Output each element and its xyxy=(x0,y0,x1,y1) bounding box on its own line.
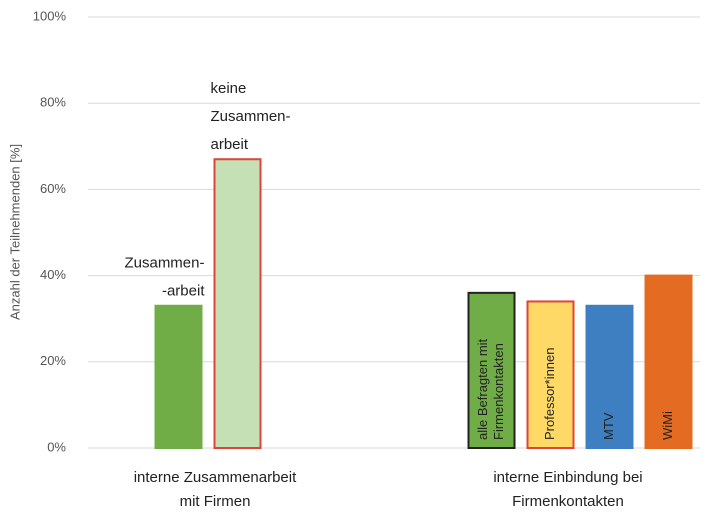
bar-label: Firmenkontakten xyxy=(491,343,506,440)
x-tick-label: mit Firmen xyxy=(180,493,251,510)
y-axis-label: Anzahl der Teilnehmenden [%] xyxy=(7,144,22,320)
x-tick-label: Firmenkontakten xyxy=(512,493,624,510)
y-tick-label: 60% xyxy=(40,181,66,196)
bar-label: Zusammen- xyxy=(211,108,291,125)
bar xyxy=(585,304,634,449)
bar xyxy=(526,300,575,449)
bar-label: arbeit xyxy=(211,136,249,153)
bar xyxy=(213,158,262,449)
x-tick-label: interne Zusammenarbeit xyxy=(134,469,297,486)
x-tick-label: interne Einbindung bei xyxy=(493,469,642,486)
bar-label: WiMi xyxy=(660,411,675,440)
bar-label: alle Befragten mit xyxy=(475,338,490,440)
y-tick-label: 0% xyxy=(47,439,66,454)
bar-label: Zusammen- xyxy=(124,255,204,272)
y-tick-label: 40% xyxy=(40,267,66,282)
bar xyxy=(644,274,693,449)
y-tick-label: 100% xyxy=(33,8,67,23)
bar-label: MTV xyxy=(601,412,616,440)
bar-label: Professor*innen xyxy=(542,348,557,441)
y-tick-label: 80% xyxy=(40,95,66,110)
y-tick-label: 20% xyxy=(40,353,66,368)
bar xyxy=(154,304,203,449)
bar-label: keine xyxy=(211,80,247,97)
bar xyxy=(467,291,516,449)
bar-label: -arbeit xyxy=(162,283,205,300)
